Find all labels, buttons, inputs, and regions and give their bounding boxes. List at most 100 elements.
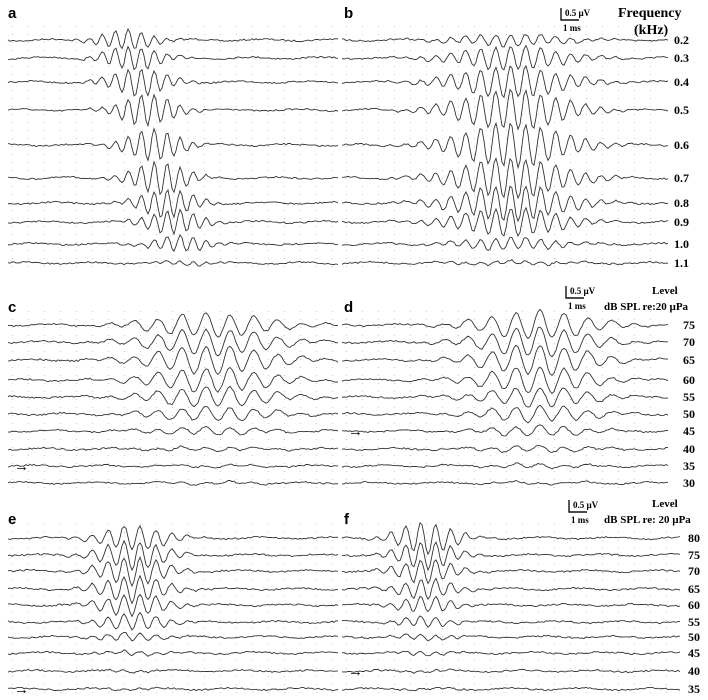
panel-label-e: e	[8, 511, 16, 528]
row-label-f-1: 80	[688, 531, 700, 545]
trace-e-10	[7, 686, 339, 692]
trace-c-3	[7, 345, 339, 376]
trace-f-3	[341, 559, 681, 585]
trace-d-1	[341, 308, 669, 340]
trace-d-5	[341, 387, 669, 408]
trace-d-6	[341, 404, 669, 424]
trace-c-4	[7, 366, 339, 393]
trace-a-3	[7, 68, 338, 97]
panel-a-grid	[12, 26, 333, 267]
row-label-b-6: 0.7	[674, 171, 689, 185]
row-label-d-9: 35	[683, 459, 695, 473]
trace-a-6	[7, 160, 338, 196]
trace-d-7	[341, 424, 669, 437]
panel-d: d 75 70 65 60 55 50 45 40 35 30 → Level dB SPL re:20 …	[341, 285, 695, 490]
trace-d-10	[341, 480, 669, 486]
row-label-b-1: 0.2	[674, 33, 689, 47]
row-label-b-5: 0.6	[674, 138, 689, 152]
header2-f: dB SPL re: 20 µPa	[604, 514, 691, 526]
trace-c-7	[7, 425, 339, 436]
trace-f-2	[341, 541, 681, 572]
trace-f-10	[341, 686, 681, 692]
threshold-arrow-d: →	[348, 423, 363, 440]
row-label-d-7: 45	[683, 424, 695, 438]
trace-e-5	[7, 593, 339, 618]
trace-a-7	[7, 188, 339, 219]
row-label-b-2: 0.3	[674, 51, 689, 65]
trace-e-9	[7, 668, 338, 674]
trace-a-8	[7, 208, 339, 236]
scalebar-d: 0.5 µV 1 ms	[565, 286, 596, 311]
panel-label-d: d	[344, 299, 353, 316]
trace-d-9	[341, 462, 669, 470]
row-label-f-7: 50	[688, 630, 700, 644]
scalebar-f: 0.5 µV 1 ms	[568, 500, 599, 525]
trace-b-6	[341, 157, 669, 200]
threshold-arrow-e: →	[14, 681, 29, 698]
panel-a: a	[7, 5, 339, 267]
scalebar-amp-f: 0.5 µV	[573, 500, 599, 510]
trace-f-4	[341, 577, 681, 600]
trace-b-9	[341, 236, 669, 252]
trace-b-5	[341, 121, 668, 170]
panel-c-grid	[12, 311, 333, 488]
row-label-d-5: 55	[683, 390, 695, 404]
trace-d-8	[341, 444, 669, 454]
trace-f-8	[341, 650, 681, 657]
trace-f-5	[341, 595, 681, 613]
trace-c-9	[7, 463, 338, 469]
trace-f-6	[341, 615, 680, 628]
trace-a-1	[7, 27, 339, 50]
row-label-f-5: 60	[688, 598, 700, 612]
row-label-d-2: 70	[683, 335, 695, 349]
trace-b-3	[341, 64, 669, 99]
trace-d-2	[341, 326, 668, 358]
trace-e-7	[7, 632, 339, 642]
row-label-f-4: 65	[688, 582, 700, 596]
row-label-b-10: 1.1	[674, 256, 689, 270]
panel-b-grid	[346, 26, 651, 267]
row-label-b-4: 0.5	[674, 103, 689, 117]
trace-f-7	[341, 633, 680, 642]
trace-b-2	[341, 44, 669, 71]
panel-e: e→	[7, 511, 339, 698]
row-label-b-8: 0.9	[674, 215, 689, 229]
panel-f-grid	[346, 524, 667, 693]
panel-b: b 0.2 0.3 0.4 0.5 0.6 0.7 0.8 0.9 1.0 1.1 Frequency…	[341, 5, 689, 270]
header2-b: (kHz)	[634, 23, 669, 38]
trace-f-1	[341, 521, 681, 556]
row-label-b-3: 0.4	[674, 75, 689, 89]
scalebar-amp-b: 0.5 µV	[565, 8, 591, 18]
header-f: Level	[652, 498, 678, 510]
row-label-f-9: 40	[688, 664, 700, 678]
scalebar-b: 0.5 µV 1 ms	[560, 8, 591, 33]
trace-d-3	[341, 344, 669, 377]
trace-c-6	[7, 405, 339, 422]
trace-c-8	[7, 445, 339, 453]
trace-e-3	[7, 556, 339, 588]
scalebar-time-d: 1 ms	[568, 301, 586, 311]
header-b: Frequency	[618, 6, 682, 21]
panel-label-b: b	[344, 5, 353, 22]
row-label-f-2: 75	[688, 548, 700, 562]
trace-c-5	[7, 385, 339, 408]
panel-label-a: a	[8, 5, 17, 22]
row-label-b-7: 0.8	[674, 196, 689, 210]
row-label-d-6: 50	[683, 407, 695, 421]
trace-e-4	[7, 574, 339, 605]
trace-a-9	[7, 233, 339, 253]
row-label-f-6: 55	[688, 615, 700, 629]
scalebar-time-f: 1 ms	[571, 515, 589, 525]
row-label-d-3: 65	[683, 353, 695, 367]
panel-c: c→	[7, 299, 339, 488]
trace-b-4	[341, 88, 669, 131]
trace-b-10	[341, 259, 669, 267]
trace-a-4	[7, 93, 339, 128]
trace-e-6	[7, 611, 339, 631]
panel-label-f: f	[344, 511, 350, 528]
trace-d-4	[341, 366, 669, 395]
trace-a-5	[7, 126, 339, 162]
row-label-f-3: 70	[688, 564, 700, 578]
row-label-b-9: 1.0	[674, 237, 689, 251]
